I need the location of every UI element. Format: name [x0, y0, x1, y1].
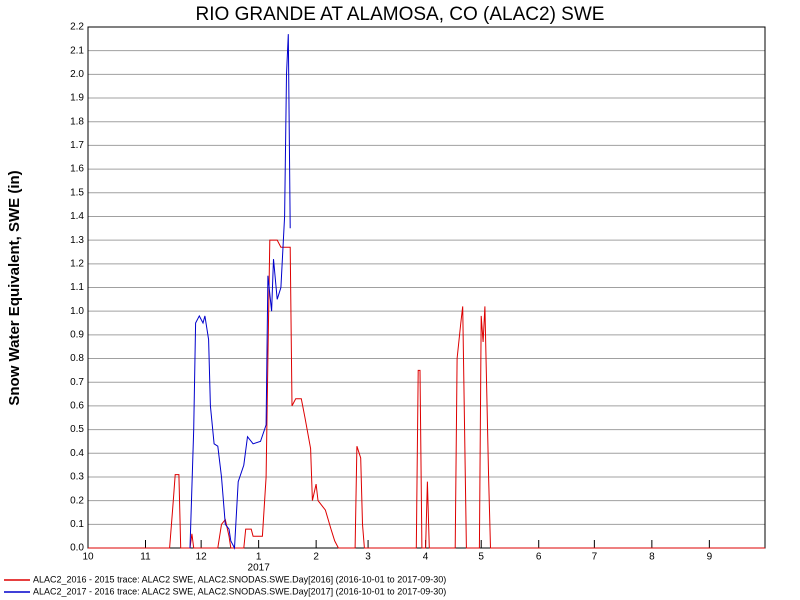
y-tick-label: 0.3: [70, 472, 84, 483]
y-tick-label: 0.9: [70, 330, 84, 341]
x-annotation: 2017: [248, 563, 271, 574]
x-tick-label: 12: [196, 552, 208, 563]
y-tick-label: 1.3: [70, 235, 84, 246]
x-tick-label: 7: [592, 552, 598, 563]
series-line: [189, 34, 291, 550]
y-tick-label: 2.2: [70, 22, 84, 33]
y-tick-label: 0.8: [70, 353, 84, 364]
legend-label: ALAC2_2017 - 2016 trace: ALAC2 SWE, ALAC…: [33, 586, 446, 596]
y-tick-label: 1.7: [70, 140, 84, 151]
y-tick-label: 1.4: [70, 211, 84, 222]
y-tick-label: 0.0: [70, 543, 84, 554]
y-tick-label: 1.1: [70, 282, 84, 293]
y-tick-label: 1.5: [70, 187, 84, 198]
y-tick-label: 0.6: [70, 401, 84, 412]
x-tick-label: 4: [423, 552, 429, 563]
y-tick-label: 0.2: [70, 495, 84, 506]
y-axis-label: Snow Water Equivalent, SWE (in): [6, 170, 23, 405]
y-tick-label: 0.5: [70, 424, 84, 435]
chart-title: RIO GRANDE AT ALAMOSA, CO (ALAC2) SWE: [196, 4, 605, 25]
series-line: [88, 239, 765, 549]
x-tick-label: 6: [536, 552, 542, 563]
x-tick-label: 5: [478, 552, 484, 563]
y-tick-label: 2.0: [70, 69, 84, 80]
x-tick-label: 9: [707, 552, 713, 563]
y-tick-label: 1.0: [70, 306, 84, 317]
plot-frame: [87, 26, 766, 549]
x-tick-label: 10: [82, 552, 94, 563]
x-tick-label: 8: [649, 552, 655, 563]
y-tick-label: 1.6: [70, 164, 84, 175]
y-tick-label: 2.1: [70, 45, 84, 56]
x-tick-label: 1: [256, 552, 262, 563]
y-tick-label: 0.1: [70, 519, 84, 530]
x-tick-label: 2: [313, 552, 319, 563]
y-tick-label: 0.7: [70, 377, 84, 388]
y-tick-label: 1.9: [70, 93, 84, 104]
y-tick-label: 1.2: [70, 258, 84, 269]
y-tick-label: 0.4: [70, 448, 84, 459]
legend-label: ALAC2_2016 - 2015 trace: ALAC2 SWE, ALAC…: [33, 574, 446, 584]
x-tick-label: 11: [140, 552, 151, 563]
x-tick-label: 3: [365, 552, 371, 563]
y-tick-label: 1.8: [70, 116, 84, 127]
